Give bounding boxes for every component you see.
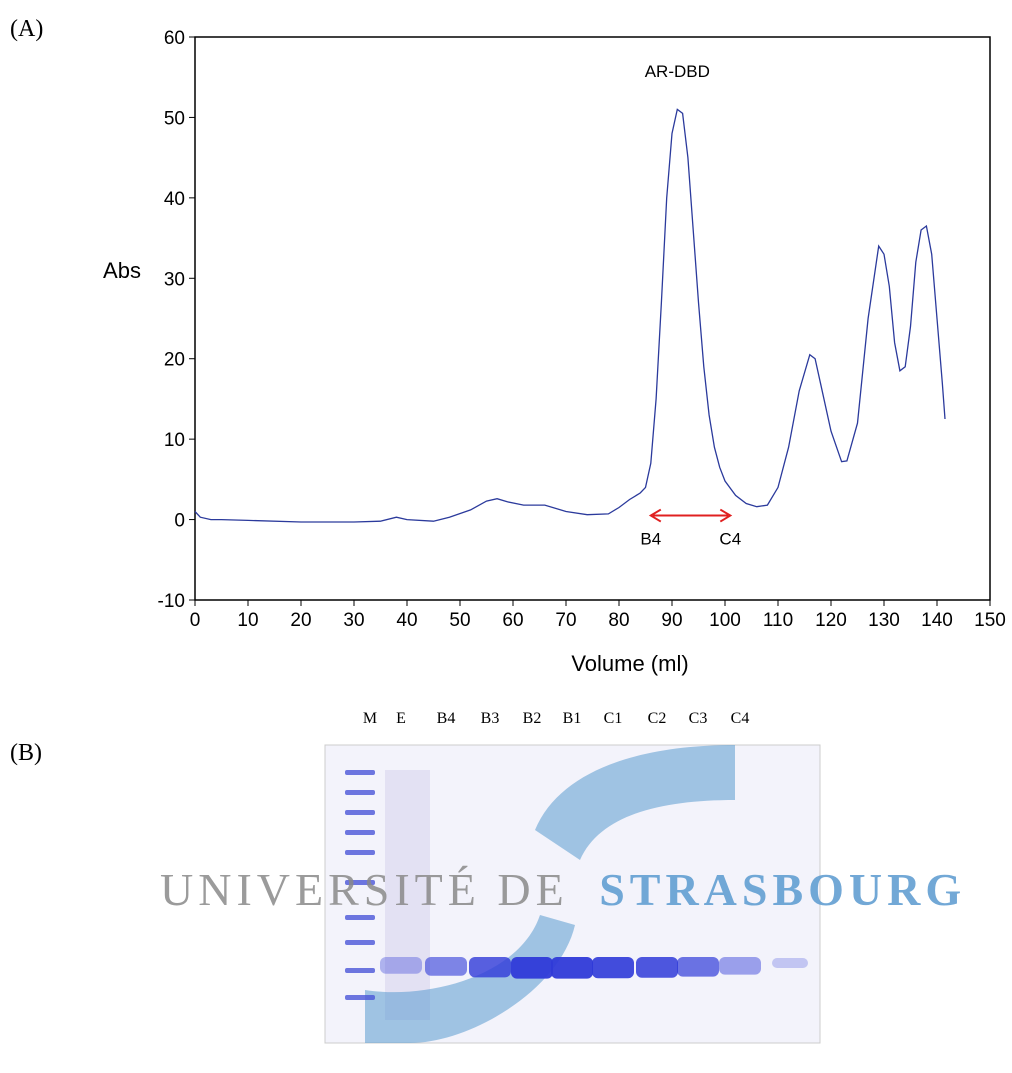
marker-band — [345, 770, 375, 775]
protein-band — [772, 958, 808, 968]
y-tick-label: 0 — [174, 511, 185, 532]
x-tick-label: 60 — [502, 610, 523, 631]
y-tick-label: 50 — [164, 108, 185, 129]
panel-label: (B) — [10, 740, 42, 766]
watermark-part: STRASBOURG — [599, 864, 966, 915]
protein-band — [425, 957, 467, 976]
x-tick-label: 50 — [449, 610, 470, 631]
plot-frame — [195, 37, 990, 600]
panel-label: (A) — [10, 16, 43, 42]
x-tick-label: 90 — [661, 610, 682, 631]
lane-label: B2 — [523, 710, 542, 727]
marker-band — [345, 850, 375, 855]
marker-band — [345, 968, 375, 973]
marker-band — [345, 995, 375, 1000]
marker-band — [345, 915, 375, 920]
x-tick-label: 10 — [237, 610, 258, 631]
x-tick-label: 130 — [868, 610, 900, 631]
lane-label: C4 — [731, 710, 750, 727]
lane-label: C1 — [604, 710, 623, 727]
figure: (A) (B) Abs Volume (ml) UNIVERSITÉ DE ST… — [0, 0, 1012, 1073]
x-tick-label: 80 — [608, 610, 629, 631]
x-axis-label: Volume (ml) — [571, 651, 688, 676]
protein-band — [592, 957, 634, 978]
y-tick-label: 30 — [164, 269, 185, 290]
y-axis-label: Abs — [103, 258, 141, 283]
protein-band — [719, 957, 761, 975]
lane-label: C2 — [648, 710, 667, 727]
x-tick-label: 120 — [815, 610, 847, 631]
marker-band — [345, 940, 375, 945]
lane-label: B1 — [563, 710, 582, 727]
x-tick-label: 110 — [763, 610, 793, 631]
annotation: C4 — [719, 530, 741, 549]
annotation: B4 — [640, 530, 661, 549]
y-tick-label: -10 — [158, 591, 185, 612]
x-tick-label: 30 — [343, 610, 364, 631]
protein-band — [380, 957, 422, 974]
protein-band — [511, 957, 553, 979]
lane-label: M — [363, 710, 377, 727]
y-tick-label: 40 — [164, 189, 185, 210]
protein-band — [551, 957, 593, 979]
watermark-part: UNIVERSITÉ DE — [160, 864, 569, 915]
y-tick-label: 20 — [164, 350, 185, 371]
x-tick-label: 140 — [921, 610, 953, 631]
x-tick-label: 70 — [555, 610, 576, 631]
protein-band — [677, 957, 719, 977]
x-tick-label: 100 — [709, 610, 741, 631]
marker-band — [345, 790, 375, 795]
protein-band — [469, 957, 511, 977]
lane-label: C3 — [689, 710, 708, 727]
x-tick-label: 40 — [396, 610, 417, 631]
marker-band — [345, 830, 375, 835]
lane-label: B3 — [481, 710, 500, 727]
data-line — [195, 109, 945, 522]
protein-band — [636, 957, 678, 978]
watermark: UNIVERSITÉ DE STRASBOURG — [160, 864, 966, 915]
y-tick-label: 10 — [164, 430, 185, 451]
x-tick-label: 20 — [290, 610, 311, 631]
lane-label: B4 — [437, 710, 456, 727]
x-tick-label: 150 — [974, 610, 1006, 631]
y-tick-label: 60 — [164, 28, 185, 49]
annotation: AR-DBD — [645, 62, 710, 81]
lane-label: E — [396, 710, 406, 727]
marker-band — [345, 810, 375, 815]
x-tick-label: 0 — [190, 610, 201, 631]
